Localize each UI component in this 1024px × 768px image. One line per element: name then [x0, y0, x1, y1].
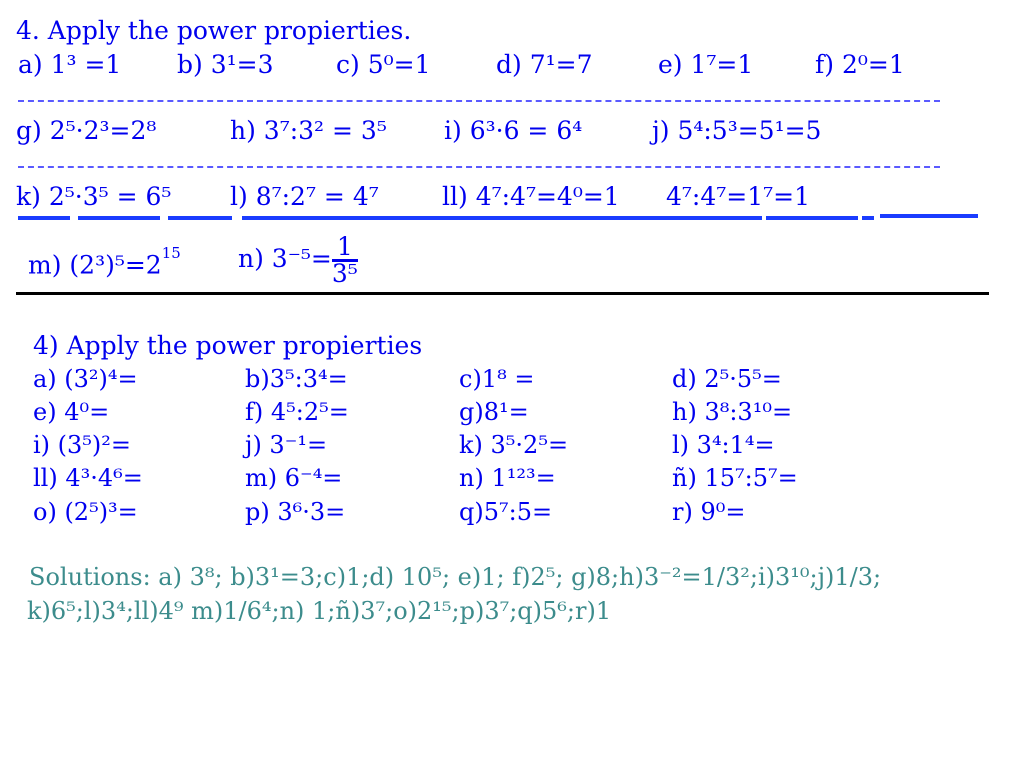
exercise-item: ñ) 15⁷:5⁷=	[672, 464, 798, 492]
exercise-item: f) 4⁵:2⁵=	[245, 398, 349, 426]
exercise-l: l) 8⁷:2⁷ = 4⁷	[230, 182, 379, 211]
exercise-item: l) 3⁴:1⁴=	[672, 431, 775, 459]
exercise-item: g)8¹=	[459, 398, 529, 426]
exercise-item: m) 6⁻⁴=	[245, 464, 343, 492]
exercise-d: d) 7¹=7	[496, 50, 593, 79]
exercise-k: k) 2⁵·3⁵ = 6⁵	[16, 182, 172, 211]
underline-segment	[168, 216, 232, 220]
fraction-denominator: 3⁵	[331, 259, 358, 288]
exercise-item: e) 4⁰=	[33, 398, 110, 426]
exercise-item: ll) 4³·4⁶=	[33, 464, 143, 492]
dashed-divider	[18, 166, 940, 168]
exercise-item: i) (3⁵)²=	[33, 431, 132, 459]
exercise-item: b)3⁵:3⁴=	[245, 365, 348, 393]
exercise-item: n) 1¹²³=	[459, 464, 556, 492]
solutions-line-1: Solutions: a) 3⁸; b)3¹=3;c)1;d) 10⁵; e)1…	[29, 563, 882, 591]
underline-segment	[78, 216, 160, 220]
fraction: 1 3⁵	[331, 234, 358, 288]
exercise-m-base: m) (2³)⁵=2	[28, 250, 162, 280]
exercise-e: e) 1⁷=1	[658, 50, 754, 79]
exercise-m-exponent: 15	[161, 244, 181, 262]
exercise-ll-alt: 4⁷:4⁷=1⁷=1	[666, 182, 811, 211]
exercise-item: r) 9⁰=	[672, 498, 746, 526]
fraction-numerator: 1	[331, 234, 358, 262]
underline-segment	[766, 216, 858, 220]
exercise-a: a) 1³ =1	[18, 50, 122, 79]
exercise-g: g) 2⁵·2³=2⁸	[16, 116, 157, 145]
underline-segment	[862, 216, 874, 220]
underline-segment	[880, 214, 978, 218]
exercise-b: b) 3¹=3	[177, 50, 274, 79]
section-divider	[16, 292, 989, 295]
exercise-m: m) (2³)⁵=215	[28, 244, 181, 280]
exercise-h: h) 3⁷:3² = 3⁵	[230, 116, 387, 145]
exercise-item: h) 3⁸:3¹⁰=	[672, 398, 793, 426]
exercise-item: p) 3⁶·3=	[245, 498, 346, 526]
exercise-item: c)1⁸ =	[459, 365, 535, 393]
exercise-item: d) 2⁵·5⁵=	[672, 365, 782, 393]
exercise-item: o) (2⁵)³=	[33, 498, 138, 526]
bottom-title: 4) Apply the power propierties	[33, 331, 423, 360]
exercise-item: k) 3⁵·2⁵=	[459, 431, 569, 459]
exercise-item: q)5⁷:5=	[459, 498, 553, 526]
dashed-divider	[18, 100, 940, 102]
underline-segment	[18, 216, 70, 220]
exercise-n-label: n) 3⁻⁵=	[238, 244, 332, 273]
underline-segment	[242, 216, 762, 220]
top-title: 4. Apply the power propierties.	[16, 16, 412, 45]
exercise-i: i) 6³·6 = 6⁴	[444, 116, 583, 145]
exercise-item: j) 3⁻¹=	[245, 431, 328, 459]
exercise-ll: ll) 4⁷:4⁷=4⁰=1	[442, 182, 620, 211]
exercise-f: f) 2⁰=1	[815, 50, 905, 79]
exercise-n: n) 3⁻⁵= 1 3⁵	[238, 230, 358, 288]
exercise-c: c) 5⁰=1	[336, 50, 431, 79]
exercise-item: a) (3²)⁴=	[33, 365, 138, 393]
exercise-j: j) 5⁴:5³=5¹=5	[652, 116, 822, 145]
solutions-line-2: k)6⁵;l)3⁴;ll)4⁹ m)1/6⁴;n) 1;ñ)3⁷;o)2¹⁵;p…	[27, 597, 612, 625]
